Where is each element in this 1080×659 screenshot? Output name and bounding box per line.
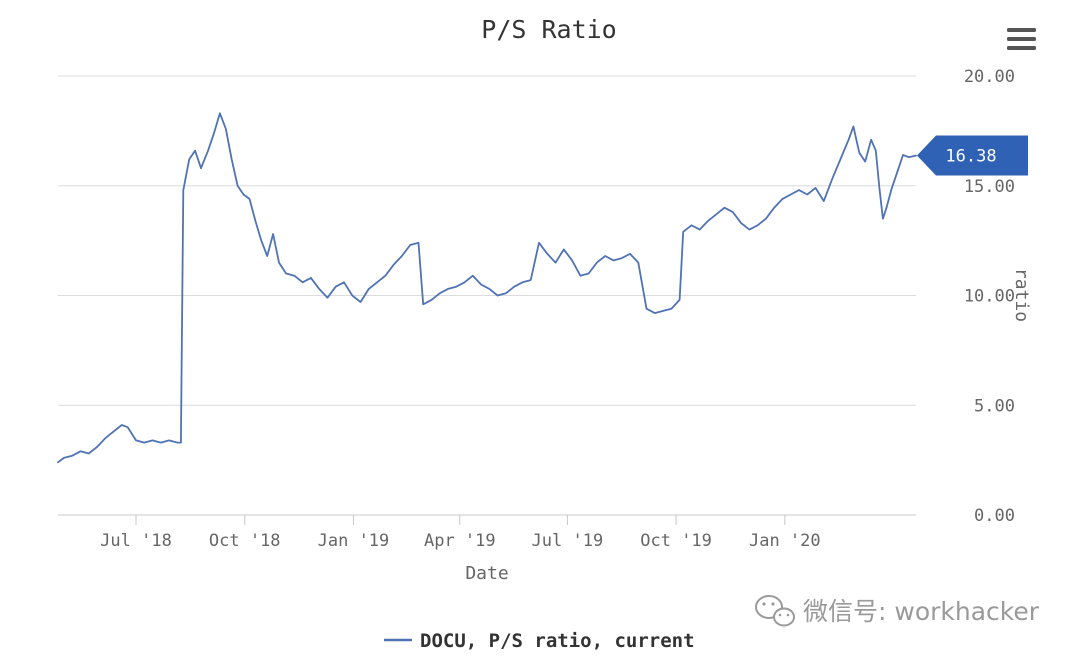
- x-axis: Jul '18 Oct '18 Jan '19 Apr '19 Jul '19 Oct '…: [58, 514, 916, 551]
- y-tick-label: 5.00: [974, 396, 1015, 416]
- current-value-flag-shape: [917, 135, 1028, 176]
- series-layer: [57, 112, 917, 464]
- y-axis: 0.00 5.00 10.00 15.00 20.00: [964, 67, 1015, 526]
- legend-label[interactable]: DOCU, P/S ratio, current: [420, 630, 695, 652]
- x-tick-label: Oct '18: [209, 531, 281, 551]
- legend[interactable]: DOCU, P/S ratio, current: [384, 630, 695, 652]
- hamburger-menu-icon[interactable]: [1000, 22, 1042, 56]
- chart-title: P/S Ratio: [481, 15, 616, 44]
- x-axis-title: Date: [465, 563, 508, 584]
- current-value-flag: 16.38: [917, 135, 1028, 176]
- y-tick-label: 20.00: [964, 67, 1015, 87]
- y-tick-label: 0.00: [974, 506, 1015, 526]
- y-tick-label: 10.00: [964, 287, 1015, 307]
- x-tick-label: Apr '19: [424, 531, 496, 551]
- x-tick-label: Oct '19: [640, 531, 712, 551]
- grid-lines: [58, 75, 916, 516]
- y-tick-label: 15.00: [964, 177, 1015, 197]
- wechat-icon: [755, 595, 795, 627]
- y-axis-title: ratio: [1011, 268, 1032, 322]
- watermark: 微信号: workhacker: [755, 595, 1040, 627]
- x-tick-label: Jan '19: [318, 531, 390, 551]
- x-tick-label: Jan '20: [749, 531, 821, 551]
- x-tick-label: Jul '18: [100, 531, 172, 551]
- x-tick-label: Jul '19: [532, 531, 604, 551]
- watermark-text: 微信号: workhacker: [803, 597, 1040, 626]
- current-value-label: 16.38: [945, 146, 996, 166]
- series-line: [57, 112, 917, 464]
